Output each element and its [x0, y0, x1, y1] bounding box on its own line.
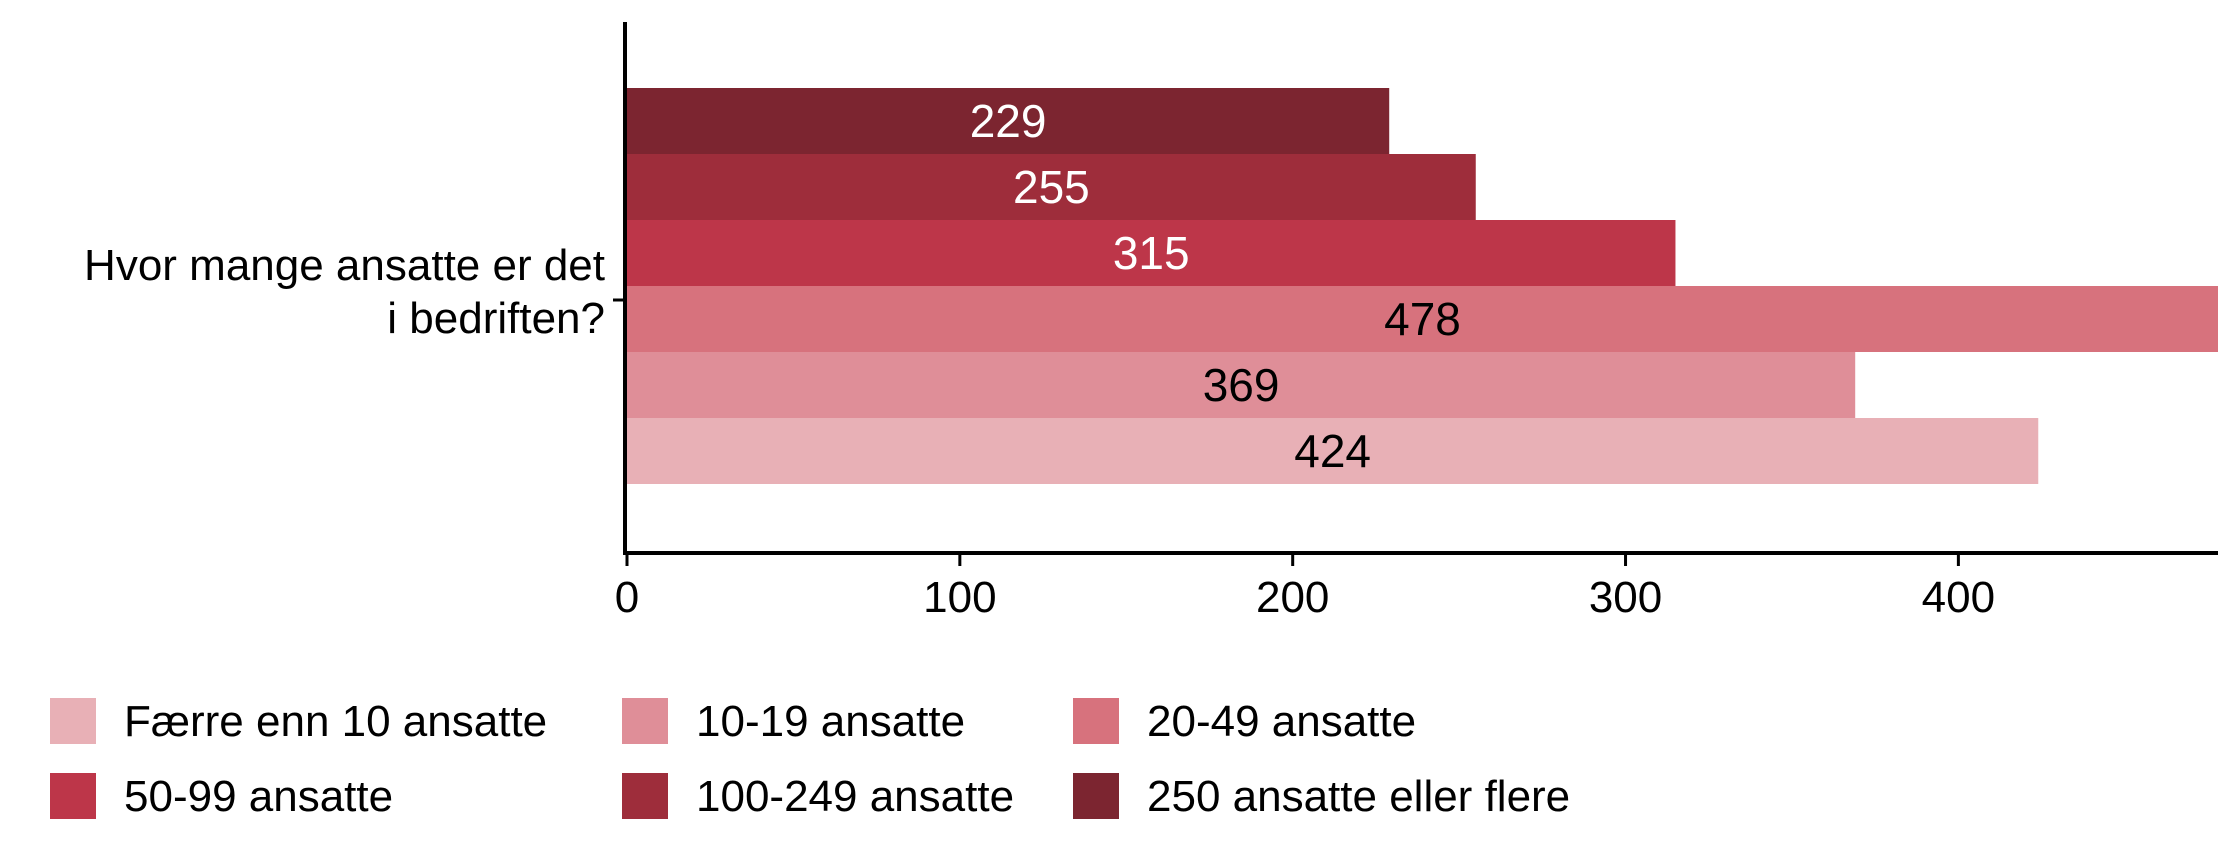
legend-label-5: 100-249 ansatte — [696, 772, 1014, 821]
legend-label-6: 250 ansatte eller flere — [1147, 772, 1570, 821]
legend-swatch-4 — [50, 773, 96, 819]
category-label-line-1: Hvor mange ansatte er det — [84, 241, 605, 290]
legend-label-4: 50-99 ansatte — [124, 772, 393, 821]
bar-value-label-5: 255 — [1013, 161, 1090, 213]
x-tick-label-3: 200 — [1256, 573, 1329, 622]
legend-swatch-1 — [50, 698, 96, 744]
bar-value-label-6: 229 — [970, 95, 1047, 147]
x-ticks-group: 0 100 200 300 400 — [615, 553, 1995, 622]
legend: Færre enn 10 ansatte 10-19 ansatte 20-49 a… — [50, 697, 1570, 821]
legend-swatch-6 — [1073, 773, 1119, 819]
bar-5 — [627, 154, 1476, 220]
bar-labels-group: 424 369 478 315 255 229 — [970, 95, 1461, 477]
x-tick-label-1: 0 — [615, 573, 639, 622]
bar-6 — [627, 88, 1390, 154]
bar-1 — [627, 418, 2039, 484]
bar-value-label-1: 424 — [1294, 425, 1371, 477]
legend-swatch-5 — [622, 773, 668, 819]
bar-3 — [627, 286, 2218, 352]
bars-group — [627, 88, 2218, 484]
x-tick-label-2: 100 — [923, 573, 996, 622]
bar-value-label-2: 369 — [1203, 359, 1280, 411]
axes-group — [613, 22, 2218, 555]
legend-swatch-2 — [622, 698, 668, 744]
legend-label-3: 20-49 ansatte — [1147, 697, 1416, 746]
bar-value-label-4: 315 — [1113, 227, 1190, 279]
legend-swatch-3 — [1073, 698, 1119, 744]
x-tick-label-5: 400 — [1922, 573, 1995, 622]
bar-4 — [627, 220, 1676, 286]
legend-label-1: Færre enn 10 ansatte — [124, 697, 547, 746]
legend-label-2: 10-19 ansatte — [696, 697, 965, 746]
category-label-group: Hvor mange ansatte er det i bedriften? — [84, 241, 605, 343]
category-label-line-2: i bedriften? — [387, 294, 605, 343]
x-tick-label-4: 300 — [1589, 573, 1662, 622]
bar-2 — [627, 352, 1856, 418]
bar-value-label-3: 478 — [1384, 293, 1461, 345]
